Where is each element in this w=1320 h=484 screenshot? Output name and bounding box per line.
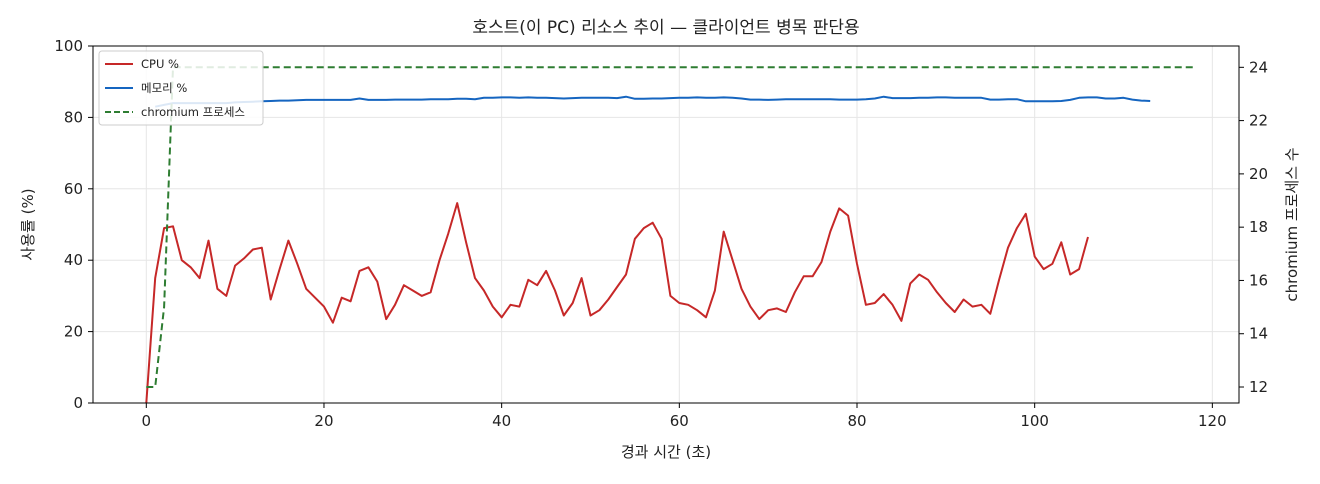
legend-label-memory: 메모리 % (141, 81, 187, 95)
x-tick-label: 100 (1020, 412, 1049, 430)
series-group (145, 66, 1195, 404)
y-right-tick-label: 14 (1249, 325, 1268, 343)
legend: CPU % 메모리 % chromium 프로세스 (98, 50, 264, 126)
x-tick-label: 80 (847, 412, 866, 430)
x-tick-label: 120 (1198, 412, 1227, 430)
y-left-tick-label: 40 (64, 251, 83, 269)
plot-frame (92, 45, 1240, 404)
x-tick-label: 20 (314, 412, 333, 430)
y-right-tick-label: 20 (1249, 165, 1268, 183)
y-right-tick-label: 16 (1249, 271, 1268, 289)
series-line-cpu (145, 202, 1089, 404)
legend-label-chromium: chromium 프로세스 (141, 105, 245, 119)
chart-title: 호스트(이 PC) 리소스 추이 — 클라이언트 병목 판단용 (472, 18, 859, 38)
legend-label-cpu: CPU % (141, 57, 179, 71)
y-right-tick-label: 18 (1249, 218, 1268, 236)
y-left-tick-label: 20 (64, 323, 83, 341)
series-line-chromium (146, 66, 1195, 388)
y-left-tick-label: 100 (54, 37, 83, 55)
y-left-tick-label: 80 (64, 108, 83, 126)
x-tick-label: 0 (142, 412, 152, 430)
y-left-axis-ticks: 0 20 40 60 80 100 (54, 37, 93, 412)
y-left-tick-label: 60 (64, 180, 83, 198)
series-line-memory (155, 95, 1151, 108)
y-left-axis-label: 사용률 (%) (19, 188, 37, 260)
x-axis-ticks: 0 20 40 60 80 100 120 (142, 403, 1227, 430)
y-right-axis-ticks: 12 14 16 18 20 22 24 (1239, 58, 1268, 396)
y-right-tick-label: 12 (1249, 378, 1268, 396)
x-axis-label: 경과 시간 (초) (621, 443, 711, 461)
x-tick-label: 60 (670, 412, 689, 430)
y-left-tick-label: 0 (73, 394, 83, 412)
x-tick-label: 40 (492, 412, 511, 430)
y-right-axis-label: chromium 프로세스 수 (1283, 147, 1301, 301)
y-right-tick-label: 24 (1249, 58, 1268, 76)
axes (92, 45, 1240, 404)
y-right-tick-label: 22 (1249, 112, 1268, 130)
legend-box (98, 50, 264, 126)
